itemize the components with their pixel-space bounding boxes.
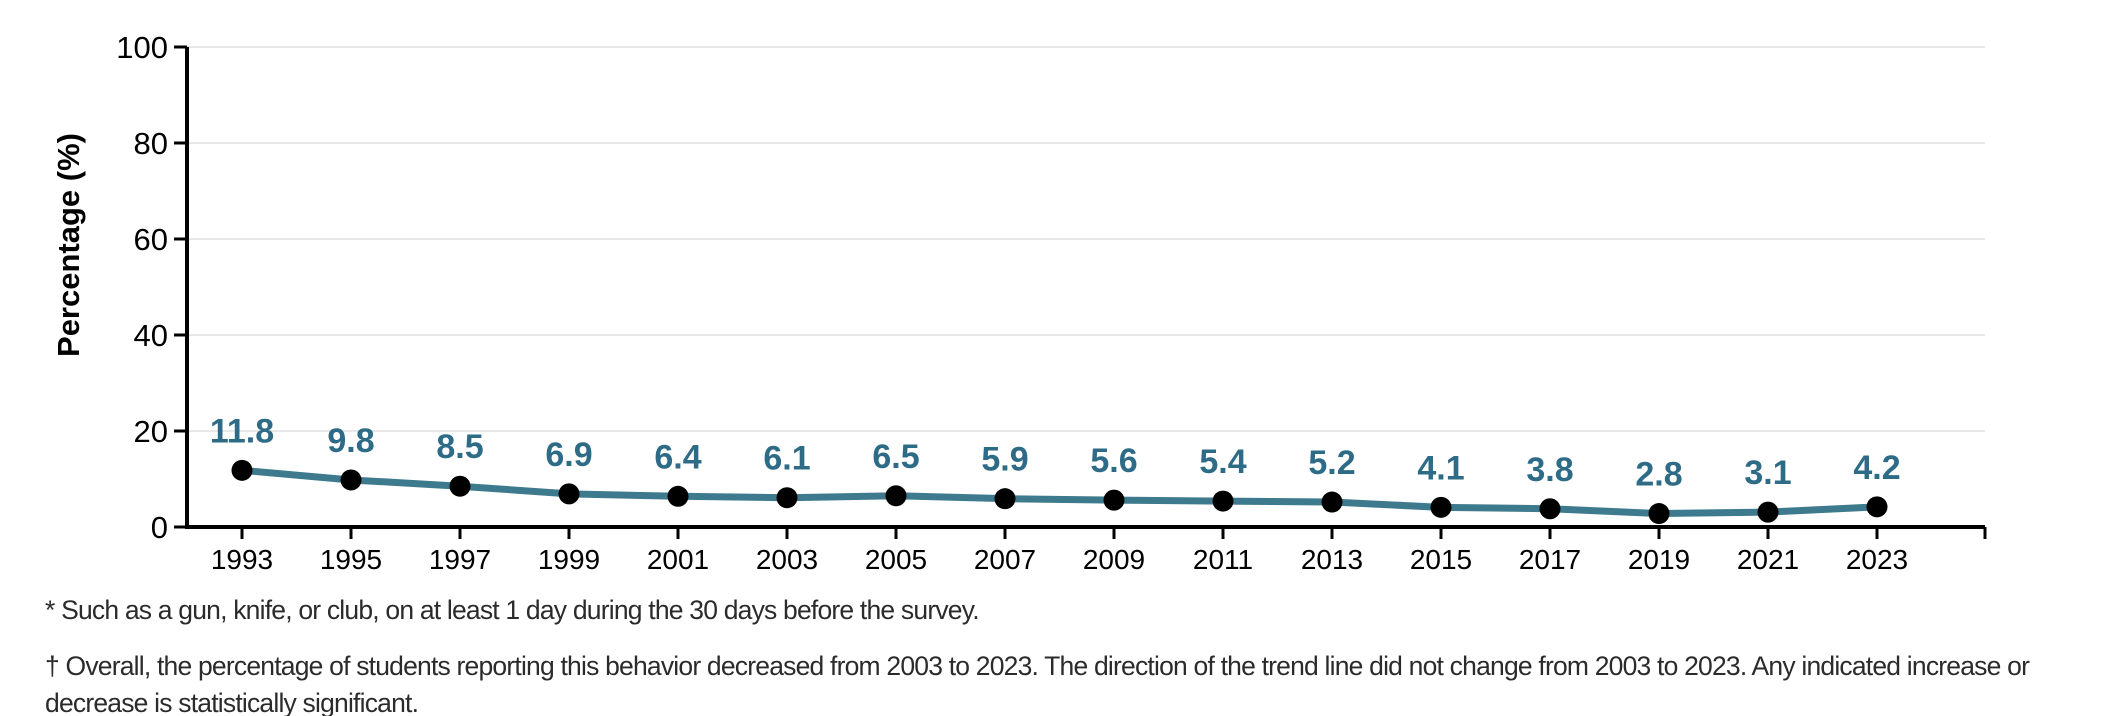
y-tick-label: 100 <box>116 30 168 65</box>
data-point-label: 3.8 <box>1526 451 1573 489</box>
data-point <box>558 483 580 505</box>
x-tick-label: 2015 <box>1410 544 1472 575</box>
x-tick-label: 2023 <box>1846 544 1908 575</box>
x-tick-label: 2007 <box>974 544 1036 575</box>
line-chart-canvas: 0 20 40 60 80 100 1993 1995 1997 1999 2001 2003 2005… <box>51 30 1987 575</box>
data-point-label: 6.5 <box>872 438 919 476</box>
x-tick-label: 1993 <box>211 544 273 575</box>
x-tick-label: 2019 <box>1628 544 1690 575</box>
footnote-dagger: † Overall, the percentage of students re… <box>45 651 2030 716</box>
data-point <box>1866 496 1888 518</box>
data-point <box>1212 490 1234 512</box>
trend-line <box>238 466 1881 518</box>
data-point <box>994 488 1016 510</box>
data-point <box>1430 496 1452 518</box>
x-tick-label: 2011 <box>1193 544 1253 575</box>
data-point-label: 4.1 <box>1417 449 1464 487</box>
x-tick-label: 2009 <box>1083 544 1145 575</box>
y-tick-label: 60 <box>134 222 168 257</box>
data-point-label: 9.8 <box>327 422 374 460</box>
x-tick-label: 2003 <box>756 544 818 575</box>
x-tick-label: 1995 <box>320 544 382 575</box>
y-tick-label: 80 <box>134 126 168 161</box>
y-tick-label: 20 <box>134 414 168 449</box>
x-tick-label: 2021 <box>1737 544 1799 575</box>
data-point <box>1103 489 1125 511</box>
data-point-label: 6.9 <box>545 436 592 474</box>
data-point-label: 6.4 <box>654 438 701 476</box>
data-point <box>1321 491 1343 513</box>
data-point-label: 4.2 <box>1853 449 1900 487</box>
data-point <box>449 475 471 497</box>
data-point-label: 8.5 <box>436 428 483 466</box>
data-point <box>1757 501 1779 523</box>
data-point-label: 5.6 <box>1090 442 1137 480</box>
data-point <box>776 487 798 509</box>
y-tick-label: 0 <box>151 510 168 545</box>
data-point <box>231 459 253 481</box>
x-tick-label: 2017 <box>1519 544 1581 575</box>
data-point-label: 5.2 <box>1308 444 1355 482</box>
data-point-label: 11.8 <box>210 412 274 450</box>
x-tick-label: 2005 <box>865 544 927 575</box>
line-chart: 0 20 40 60 80 100 1993 1995 1997 1999 2001 2003 2005… <box>51 30 1987 575</box>
y-axis-title: Percentage (%) <box>51 133 86 357</box>
data-point-label: 5.9 <box>981 441 1028 479</box>
x-tick-label: 1999 <box>538 544 600 575</box>
data-point <box>885 485 907 507</box>
data-point-label: 2.8 <box>1635 456 1682 494</box>
data-point <box>340 469 362 491</box>
data-point <box>1648 503 1670 525</box>
footnote-asterisk: * Such as a gun, knife, or club, on at l… <box>45 595 980 625</box>
x-tick-label: 2001 <box>647 544 709 575</box>
x-tick-label: 2013 <box>1301 544 1363 575</box>
x-tick-label: 1997 <box>429 544 491 575</box>
y-tick-label: 40 <box>134 318 168 353</box>
data-point-label: 5.4 <box>1199 443 1246 481</box>
data-point-label: 6.1 <box>763 440 810 478</box>
data-point <box>1539 498 1561 520</box>
data-point-label: 3.1 <box>1744 454 1791 492</box>
data-point <box>667 485 689 507</box>
